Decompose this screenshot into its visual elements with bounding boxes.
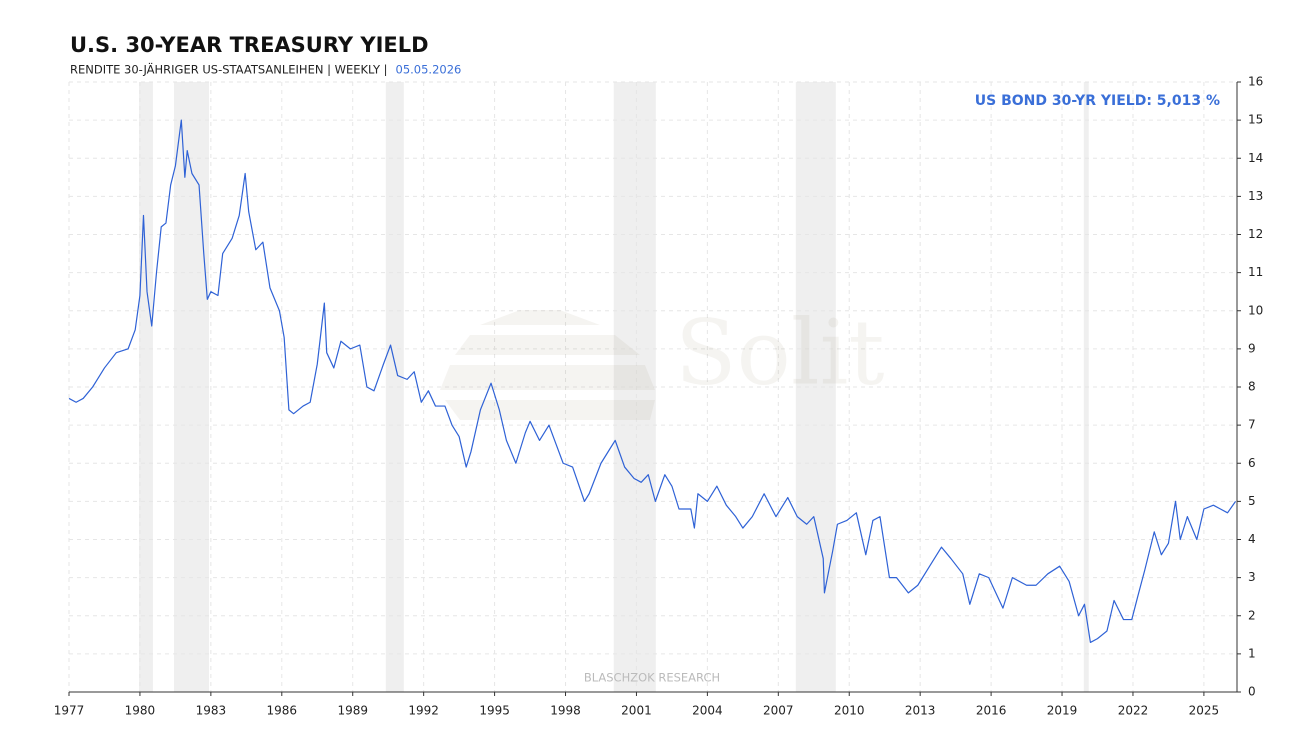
- y-tick-label: 14: [1248, 151, 1263, 165]
- x-tick-label: 1983: [196, 704, 227, 718]
- y-tick-label: 9: [1248, 341, 1256, 355]
- y-tick-label: 1: [1248, 646, 1256, 660]
- y-tick-label: 0: [1248, 685, 1256, 699]
- y-tick-label: 11: [1248, 265, 1263, 279]
- y-tick-label: 6: [1248, 456, 1256, 470]
- y-tick-label: 16: [1248, 75, 1263, 89]
- x-tick-label: 2004: [692, 704, 723, 718]
- x-tick-label: 2022: [1118, 704, 1149, 718]
- x-tick-label: 1998: [550, 704, 581, 718]
- y-tick-label: 2: [1248, 608, 1256, 622]
- x-tick-label: 1986: [267, 704, 298, 718]
- x-tick-label: 2010: [834, 704, 865, 718]
- source: BLASCHZOK RESEARCH: [584, 671, 720, 685]
- logo: [440, 310, 655, 420]
- logo-shape: [440, 365, 655, 390]
- x-tick-label: 1992: [408, 704, 439, 718]
- background-layer: [68, 81, 1237, 693]
- chart-subtitle: RENDITE 30-JÄHRIGER US-STAATSANLEIHEN | …: [70, 62, 388, 77]
- y-tick-label: 3: [1248, 570, 1256, 584]
- y-tick-label: 15: [1248, 113, 1263, 127]
- x-tick-label: 2013: [905, 704, 936, 718]
- y-tick-label: 12: [1248, 227, 1263, 241]
- chart-date: 05.05.2026: [396, 63, 462, 77]
- y-tick-label: 13: [1248, 189, 1263, 203]
- x-tick-label: 1977: [54, 704, 85, 718]
- x-tick-label: 2019: [1047, 704, 1078, 718]
- logo-text: Solit: [675, 300, 885, 405]
- recession-band: [385, 82, 404, 692]
- x-tick-label: 1989: [337, 704, 368, 718]
- logo-shape: [480, 310, 600, 325]
- x-tick-label: 2007: [763, 704, 794, 718]
- y-tick-label: 7: [1248, 418, 1256, 432]
- yield-line: [68, 119, 1237, 644]
- x-tick-label: 2001: [621, 704, 652, 718]
- annotation: US BOND 30-YR YIELD: 5,013 %: [975, 93, 1220, 109]
- y-tick-label: 5: [1248, 494, 1256, 508]
- y-tick-label: 8: [1248, 380, 1256, 394]
- x-tick-label: 1980: [125, 704, 156, 718]
- logo-shape: [455, 335, 640, 355]
- x-tick-label: 2016: [976, 704, 1007, 718]
- y-tick-label: 4: [1248, 532, 1256, 546]
- x-tick-label: 1995: [479, 704, 510, 718]
- x-tick-label: 2025: [1189, 704, 1220, 718]
- chart-title: U.S. 30-YEAR TREASURY YIELD: [70, 33, 429, 57]
- logo-shape: [445, 400, 655, 420]
- y-tick-label: 10: [1248, 303, 1263, 317]
